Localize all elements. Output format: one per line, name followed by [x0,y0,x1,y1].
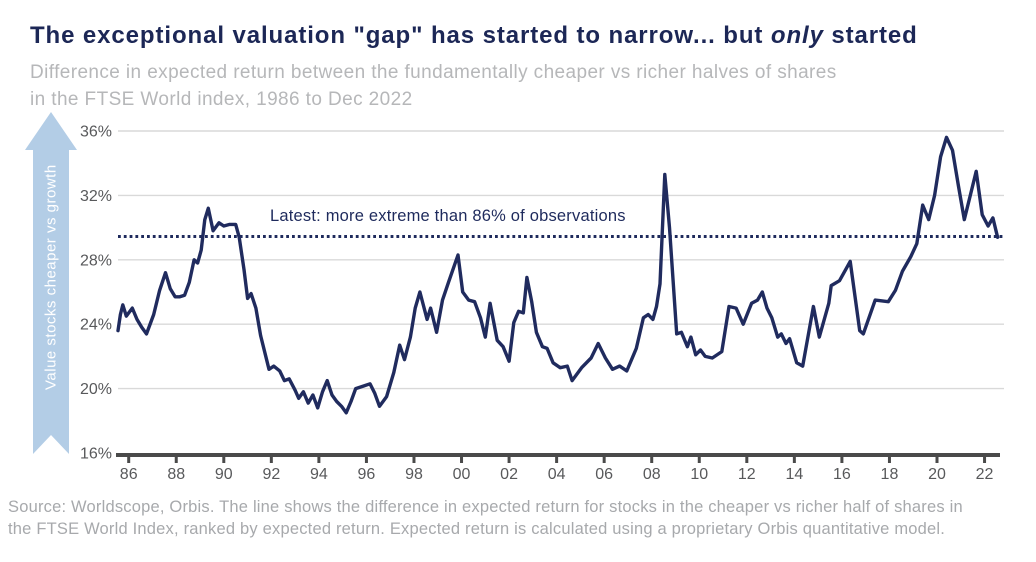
x-tick-label-04: 04 [548,466,566,483]
x-tick-label-86: 86 [120,466,138,483]
x-tick-label-98: 98 [405,466,423,483]
chart-subtitle-line1: Difference in expected return between th… [30,62,837,83]
x-tick-label-22: 22 [976,466,994,483]
y-tick-label-28%: 28% [80,252,112,269]
y-tick-label-32%: 32% [80,188,112,205]
x-tick-label-96: 96 [358,466,376,483]
chart-subtitle: Difference in expected return between th… [30,59,837,113]
x-tick-label-12: 12 [738,466,756,483]
x-tick-label-88: 88 [167,466,185,483]
y-tick-label-16%: 16% [80,446,112,463]
x-tick-label-10: 10 [690,466,708,483]
x-tick-label-08: 08 [643,466,661,483]
x-tick-label-06: 06 [595,466,613,483]
source-footnote: Source: Worldscope, Orbis. The line show… [8,497,1032,540]
chart-title: The exceptional valuation "gap" has star… [30,22,918,50]
chart-title-italic-word: only [770,22,824,49]
x-tick-label-00: 00 [453,466,471,483]
x-tick-label-94: 94 [310,466,328,483]
y-axis-ribbon: Value stocks cheaper vs growth [25,112,77,454]
ribbon-arrow-shape [25,112,77,454]
y-tick-label-36%: 36% [80,124,112,141]
source-footnote-line1: Source: Worldscope, Orbis. The line show… [8,498,963,516]
chart-subtitle-line2: in the FTSE World index, 1986 to Dec 202… [30,89,413,110]
chart-title-text-end: started [823,22,918,49]
value-gap-series-line [116,135,1000,415]
x-tick-label-90: 90 [215,466,233,483]
x-tick-label-20: 20 [928,466,946,483]
x-tick-label-16: 16 [833,466,851,483]
chart-title-text: The exceptional valuation "gap" has star… [30,22,771,49]
x-tick-label-02: 02 [500,466,518,483]
y-tick-label-24%: 24% [80,317,112,334]
x-tick-label-14: 14 [785,466,803,483]
source-footnote-line2: the FTSE World Index, ranked by expected… [8,519,946,538]
x-tick-label-92: 92 [262,466,280,483]
latest-observation-annotation: Latest: more extreme than 86% of observa… [270,207,626,225]
y-tick-label-20%: 20% [80,381,112,398]
x-tick-label-18: 18 [881,466,899,483]
